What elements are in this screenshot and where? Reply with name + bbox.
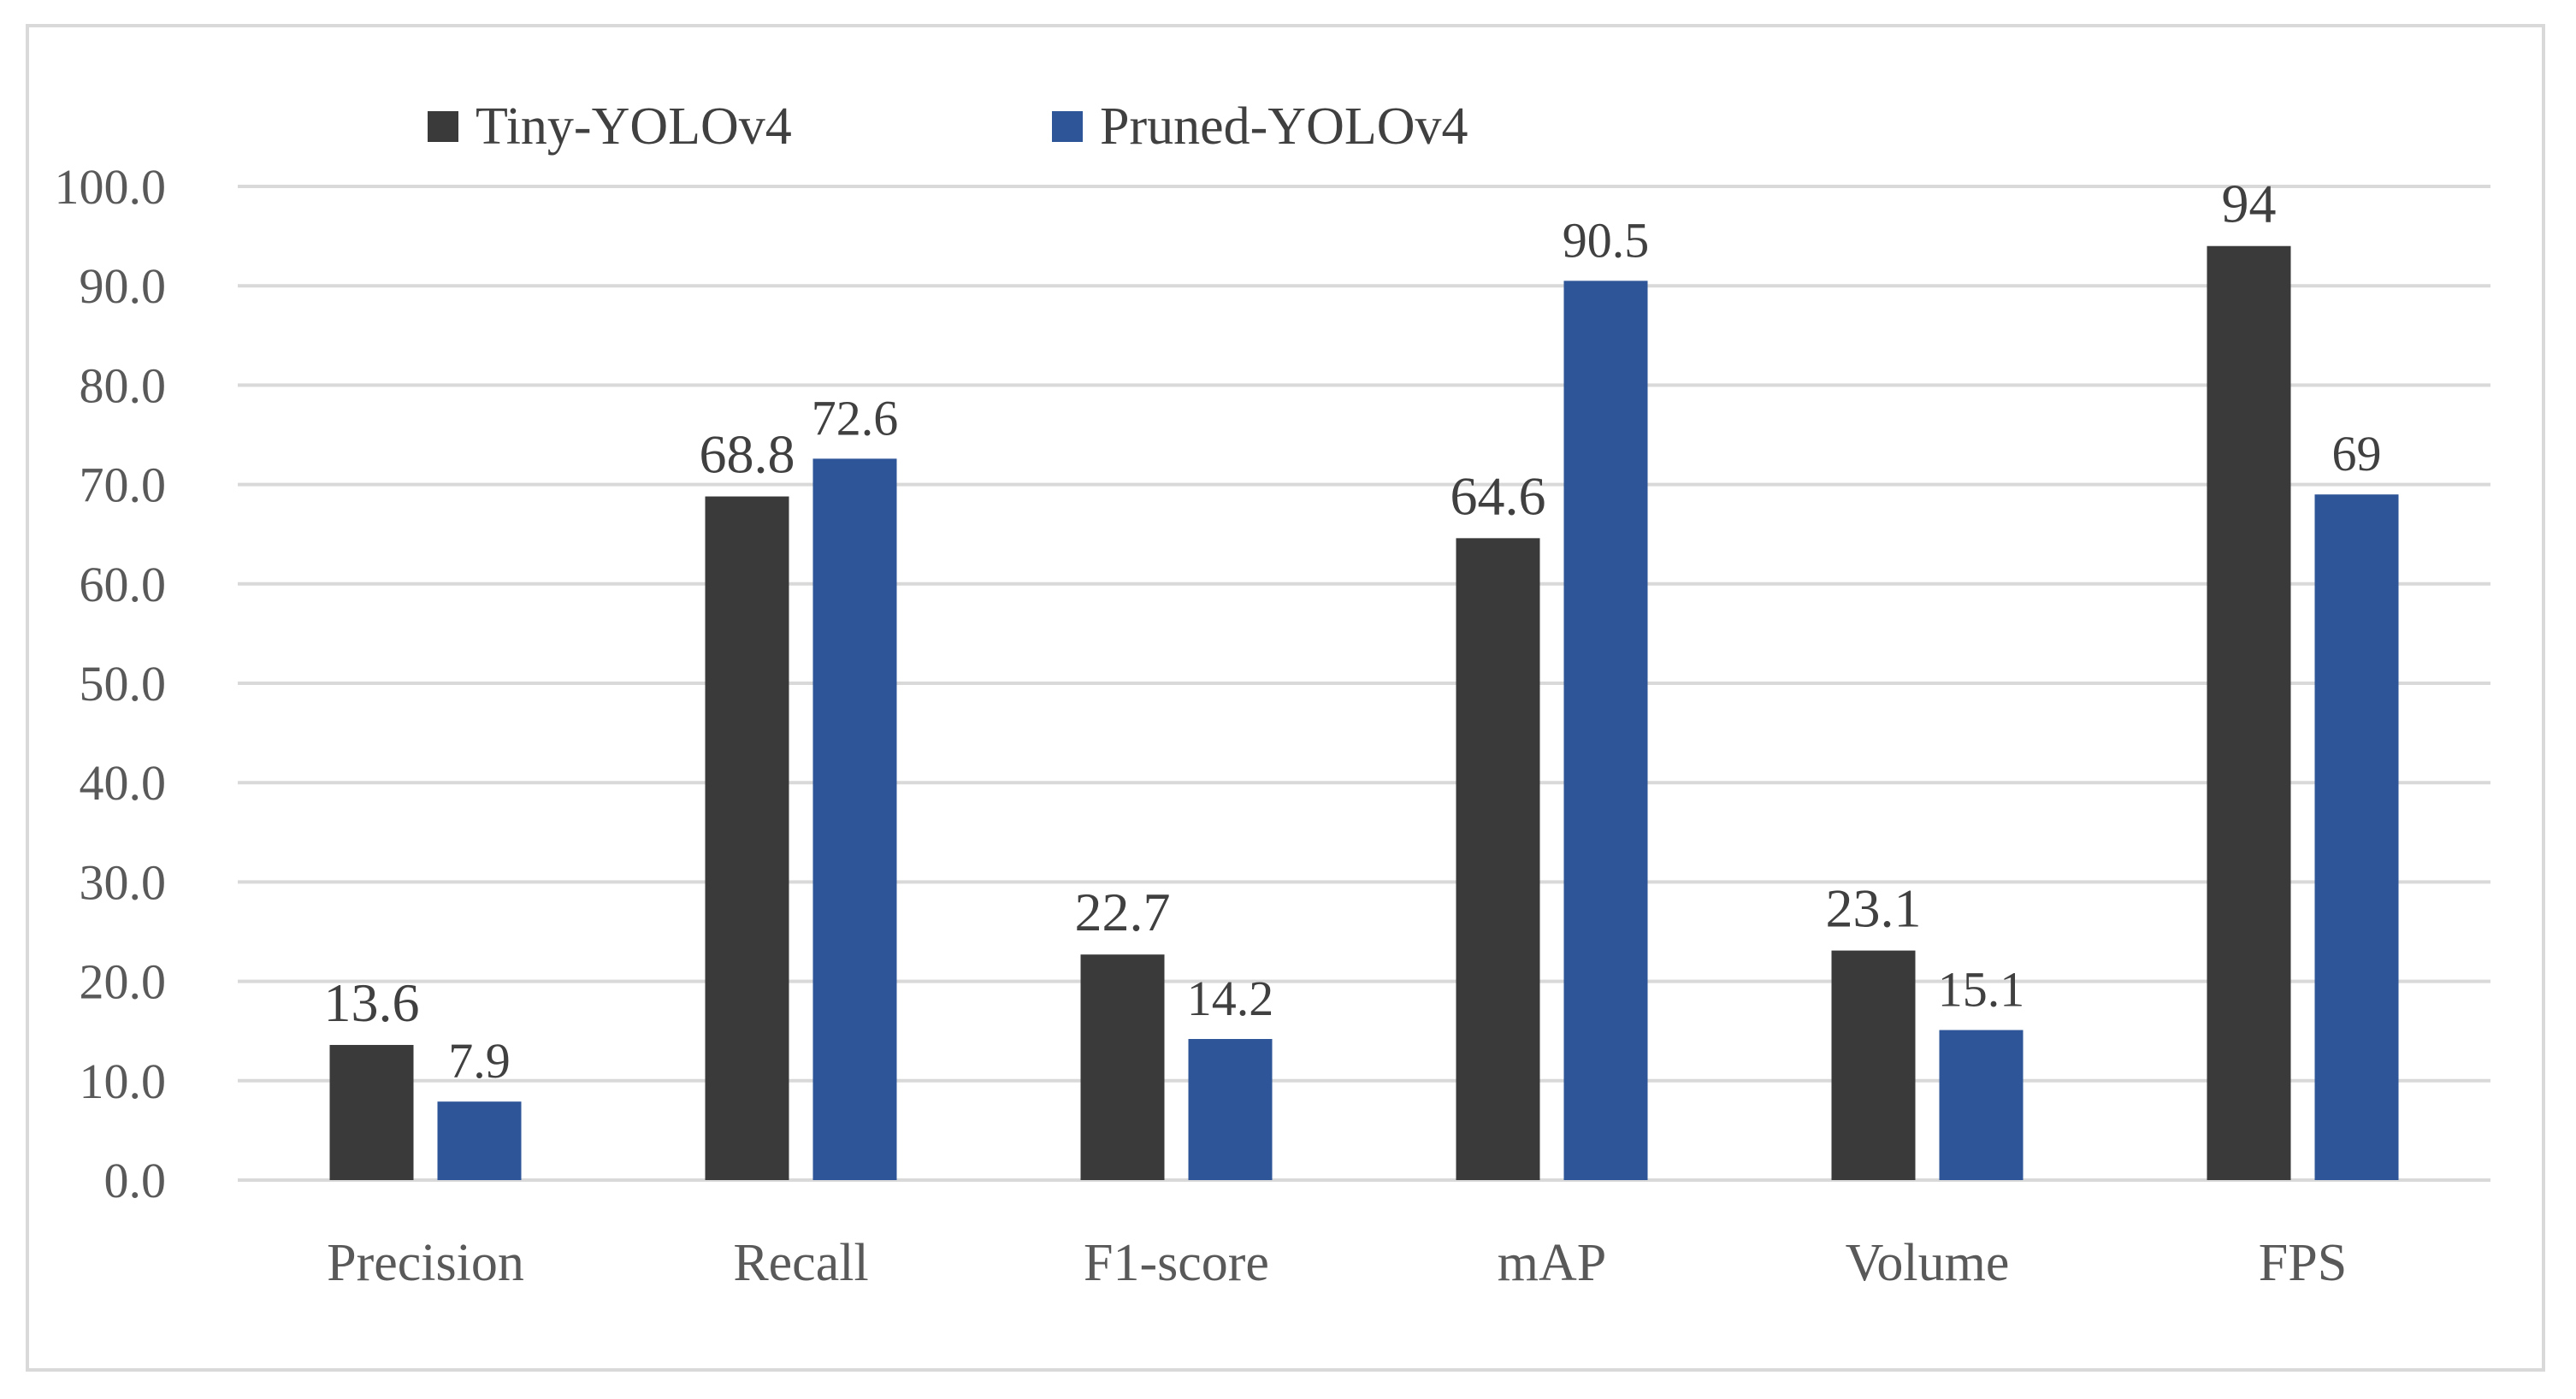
y-axis-tick-labels: 0.0 10.0 20.0 30.0 40.0 50.0 60.0 70.0 80.0 90.0 1…	[55, 159, 167, 1208]
data-label-recall-tiny-yolov4: 68.8	[700, 424, 795, 485]
bar-map-pruned-yolov4	[1563, 280, 1648, 1180]
data-label-volume-pruned-yolov4: 15.1	[1938, 962, 2025, 1018]
data-label-map-tiny-yolov4: 64.6	[1450, 465, 1546, 526]
x-category-label: FPS	[2259, 1234, 2347, 1292]
gridlines	[238, 185, 2490, 1182]
data-labels: 13.6 7.9 68.8 72.6 22.7 14.2 64.6 90.5 23.1 15.1 9…	[324, 174, 2382, 1089]
data-label-f1-score-tiny-yolov4: 22.7	[1075, 882, 1171, 942]
y-tick-label: 60.0	[80, 557, 167, 612]
y-tick-label: 70.0	[80, 457, 167, 513]
data-label-precision-tiny-yolov4: 13.6	[324, 972, 420, 1033]
legend-swatch-tiny-yolov4	[428, 111, 458, 142]
data-label-f1-score-pruned-yolov4: 14.2	[1187, 971, 1274, 1026]
x-category-label: F1-score	[1084, 1234, 1269, 1292]
y-tick-label: 40.0	[80, 755, 167, 811]
legend-swatch-pruned-yolov4	[1052, 111, 1083, 142]
bar-recall-pruned-yolov4	[812, 458, 897, 1180]
y-tick-label: 10.0	[80, 1054, 167, 1109]
bar-precision-tiny-yolov4	[329, 1044, 414, 1180]
y-tick-label: 0.0	[104, 1153, 167, 1208]
data-label-fps-tiny-yolov4: 94	[2222, 174, 2277, 234]
legend: Tiny-YOLOv4 Pruned-YOLOv4	[428, 97, 1468, 156]
bar-f1-score-tiny-yolov4	[1080, 954, 1165, 1180]
bar-f1-score-pruned-yolov4	[1188, 1038, 1273, 1180]
data-label-recall-pruned-yolov4: 72.6	[812, 390, 899, 446]
bar-volume-tiny-yolov4	[1831, 950, 1916, 1180]
bar-precision-pruned-yolov4	[437, 1101, 522, 1180]
data-label-map-pruned-yolov4: 90.5	[1563, 212, 1650, 268]
y-tick-label: 80.0	[80, 357, 167, 413]
data-label-precision-pruned-yolov4: 7.9	[448, 1033, 511, 1089]
y-tick-label: 90.0	[80, 258, 167, 314]
bar-fps-pruned-yolov4	[2314, 494, 2399, 1180]
x-category-label: Precision	[327, 1234, 524, 1292]
bar-map-tiny-yolov4	[1456, 538, 1540, 1180]
y-tick-label: 20.0	[80, 954, 167, 1010]
bar-recall-tiny-yolov4	[705, 496, 789, 1180]
y-tick-label: 50.0	[80, 656, 167, 711]
y-tick-label: 30.0	[80, 854, 167, 910]
x-category-label: Volume	[1846, 1234, 2010, 1292]
data-label-fps-pruned-yolov4: 69	[2332, 426, 2382, 481]
bar-volume-pruned-yolov4	[1939, 1030, 2024, 1180]
legend-label-tiny-yolov4: Tiny-YOLOv4	[476, 97, 792, 156]
x-category-label: mAP	[1498, 1234, 1606, 1292]
bar-fps-tiny-yolov4	[2207, 245, 2291, 1181]
x-axis-category-labels: Precision Recall F1-score mAP Volume FPS	[327, 1234, 2347, 1292]
x-category-label: Recall	[733, 1234, 868, 1292]
y-tick-label: 100.0	[55, 159, 167, 215]
legend-label-pruned-yolov4: Pruned-YOLOv4	[1100, 97, 1468, 156]
data-label-volume-tiny-yolov4: 23.1	[1826, 878, 1922, 939]
bars	[329, 245, 2399, 1181]
